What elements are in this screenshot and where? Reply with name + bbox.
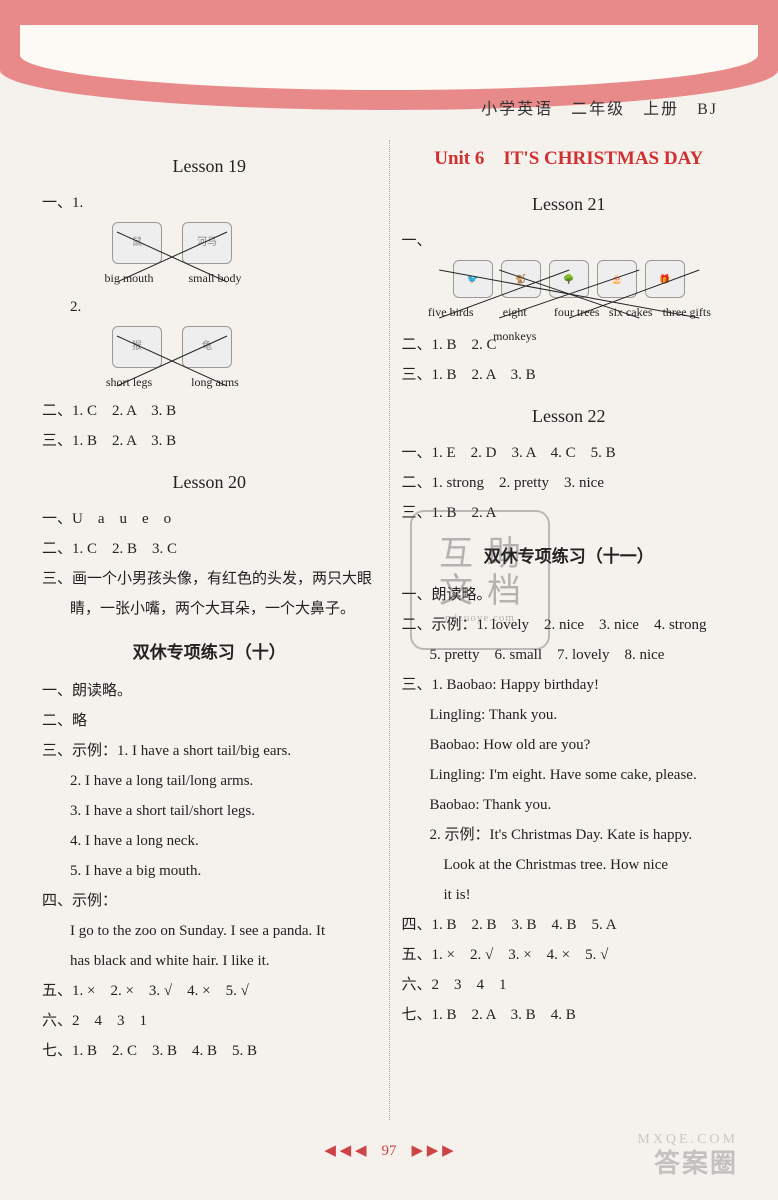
lbl-8monkeys: eight monkeys	[481, 300, 549, 348]
sx11-q2b: 5. pretty 6. small 7. lovely 8. nice	[402, 640, 737, 670]
l20-q3a: 三、画一个小男孩头像，有红色的头发，两只大眼	[42, 564, 377, 594]
pic-birds: 🐦	[453, 260, 493, 298]
sx11-q3g: it is!	[402, 880, 737, 910]
l21-q1: 一、	[402, 226, 737, 256]
pic-gifts: 🎁	[645, 260, 685, 298]
sx11-q3: 三、1. Baobao: Happy birthday!	[402, 670, 737, 700]
pic-cakes: 🎂	[597, 260, 637, 298]
pic-turtle: 龟	[182, 326, 232, 368]
sx10-title: 双休专项练习（十）	[42, 636, 377, 670]
sx11-q3e: 2. 示例：It's Christmas Day. Kate is happy.	[402, 820, 737, 850]
l21-q3: 三、1. B 2. A 3. B	[402, 360, 737, 390]
pic-hippo: 河马	[182, 222, 232, 264]
sx10-q4b: has black and white hair. I like it.	[42, 946, 377, 976]
l19-pics1: 鼠 河马	[82, 222, 262, 264]
l21-picwrap: 🐦 🐒 🌳 🎂 🎁 five birds eight monkeys four …	[402, 260, 737, 330]
l19-pic2-wrap: 猴 龟 short legs long arms	[82, 326, 262, 396]
header-text: 小学英语 二年级 上册 BJ	[481, 95, 718, 119]
unit6-title: Unit 6 IT'S CHRISTMAS DAY	[402, 140, 737, 178]
lbl-5birds: five birds	[423, 300, 479, 348]
l22-q3: 三、1. B 2. A	[402, 498, 737, 528]
sx11-q2: 二、示例：1. lovely 2. nice 3. nice 4. strong	[402, 610, 737, 640]
sx10-q4a: I go to the zoo on Sunday. I see a panda…	[42, 916, 377, 946]
lesson20-title: Lesson 20	[42, 464, 377, 500]
page-body: Lesson 19 一、1. 鼠 河马 big mouth small body…	[30, 140, 748, 1120]
l19-pic1-wrap: 鼠 河马 big mouth small body	[82, 222, 262, 292]
sx11-q3b: Baobao: How old are you?	[402, 730, 737, 760]
sx10-q1: 一、朗读略。	[42, 676, 377, 706]
sx11-q4: 四、1. B 2. B 3. B 4. B 5. A	[402, 910, 737, 940]
pic-mouse: 鼠	[112, 222, 162, 264]
sx10-q2: 二、略	[42, 706, 377, 736]
sx10-q5: 五、1. × 2. × 3. √ 4. × 5. √	[42, 976, 377, 1006]
sx10-q7: 七、1. B 2. C 3. B 4. B 5. B	[42, 1036, 377, 1066]
lesson22-title: Lesson 22	[402, 398, 737, 434]
sx11-q5: 五、1. × 2. √ 3. × 4. × 5. √	[402, 940, 737, 970]
l20-q1: 一、U a u e o	[42, 504, 377, 534]
l19-q1b: 2.	[42, 292, 377, 322]
label-shortlegs: short legs	[89, 370, 169, 394]
sx11-q3c: Lingling: I'm eight. Have some cake, ple…	[402, 760, 737, 790]
l22-q1: 一、1. E 2. D 3. A 4. C 5. B	[402, 438, 737, 468]
l19-q3: 三、1. B 2. A 3. B	[42, 426, 377, 456]
sx10-q3-3: 3. I have a short tail/short legs.	[42, 796, 377, 826]
sx10-q3-5: 5. I have a big mouth.	[42, 856, 377, 886]
lbl-3gifts: three gifts	[659, 300, 715, 348]
left-column: Lesson 19 一、1. 鼠 河马 big mouth small body…	[30, 140, 390, 1120]
l19-pics2: 猴 龟	[82, 326, 262, 368]
sx11-q3d: Baobao: Thank you.	[402, 790, 737, 820]
pic-trees: 🌳	[549, 260, 589, 298]
l19-q2: 二、1. C 2. A 3. B	[42, 396, 377, 426]
lbl-6cakes: six cakes	[605, 300, 657, 348]
l20-q2: 二、1. C 2. B 3. C	[42, 534, 377, 564]
right-column: Unit 6 IT'S CHRISTMAS DAY Lesson 21 一、 🐦…	[390, 140, 749, 1120]
sx10-q3-4: 4. I have a long neck.	[42, 826, 377, 856]
pic-monkey: 猴	[112, 326, 162, 368]
sx10-q4: 四、示例：	[42, 886, 377, 916]
l19-labels1: big mouth small body	[82, 266, 262, 290]
label-bigmouth: big mouth	[89, 266, 169, 290]
l19-labels2: short legs long arms	[82, 370, 262, 394]
sx10-q3-2: 2. I have a long tail/long arms.	[42, 766, 377, 796]
sx11-q3f: Look at the Christmas tree. How nice	[402, 850, 737, 880]
sx11-q1: 一、朗读略。	[402, 580, 737, 610]
sx11-q6: 六、2 3 4 1	[402, 970, 737, 1000]
sx11-title: 双休专项练习（十一）	[402, 540, 737, 574]
sx10-q6: 六、2 4 3 1	[42, 1006, 377, 1036]
l19-q1: 一、1.	[42, 188, 377, 218]
l20-q3b: 睛，一张小嘴，两个大耳朵，一个大鼻子。	[42, 594, 377, 624]
watermark-large: 答案圈	[654, 1143, 738, 1180]
lesson19-title: Lesson 19	[42, 148, 377, 184]
lesson21-title: Lesson 21	[402, 186, 737, 222]
lbl-4trees: four trees	[551, 300, 603, 348]
l21-labels: five birds eight monkeys four trees six …	[402, 300, 737, 348]
pic-monkeys: 🐒	[501, 260, 541, 298]
label-longarms: long arms	[175, 370, 255, 394]
sx11-q3a: Lingling: Thank you.	[402, 700, 737, 730]
sx11-q7: 七、1. B 2. A 3. B 4. B	[402, 1000, 737, 1030]
label-smallbody: small body	[175, 266, 255, 290]
l22-q2: 二、1. strong 2. pretty 3. nice	[402, 468, 737, 498]
l21-pics: 🐦 🐒 🌳 🎂 🎁	[402, 260, 737, 298]
sx10-q3: 三、示例：1. I have a short tail/big ears.	[42, 736, 377, 766]
